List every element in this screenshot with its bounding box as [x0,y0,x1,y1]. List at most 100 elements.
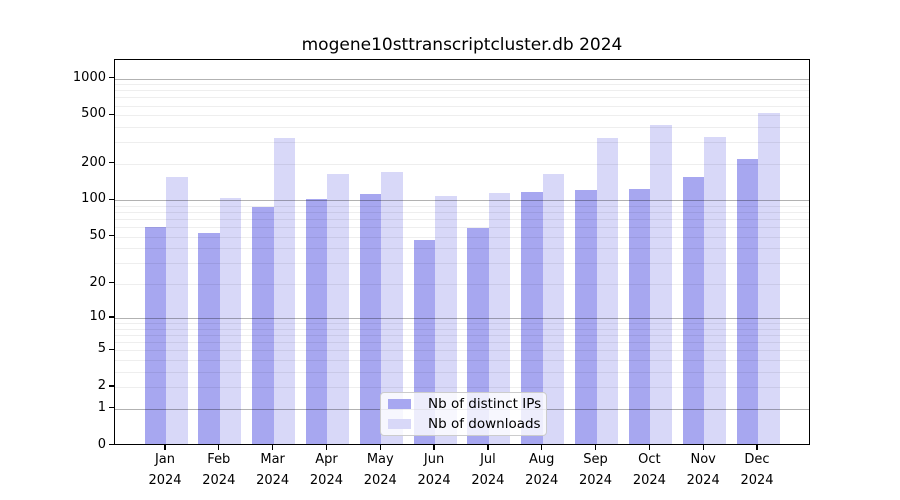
bar-ips-feb [198,232,220,444]
bar-ips-aug [521,192,543,444]
bar-ips-jan [144,226,166,444]
x-tick-label: Aug 2024 [525,452,559,488]
bar-downloads-feb [219,198,242,444]
x-tick [487,445,489,450]
y-tick [108,76,114,79]
gridline-minor [115,350,809,352]
gridline-minor [115,105,809,107]
gridline-minor [115,342,809,344]
y-tick-label: 0 [97,436,106,452]
y-tick-label: 1 [97,399,106,415]
plot-area [114,59,810,445]
bar-ips-dec [736,159,758,444]
gridline-minor [115,360,809,362]
x-tick [379,445,381,450]
x-tick [218,445,220,450]
legend-swatch-downloads [388,418,411,429]
y-tick-label: 200 [81,154,106,170]
gridline-minor [115,283,809,285]
gridline-minor [115,84,809,86]
x-tick-label: Feb 2024 [202,452,236,488]
legend-swatch-ips [388,399,411,410]
x-tick-label: Sep 2024 [578,452,613,488]
gridline-major [115,200,809,202]
bar-downloads-may [381,171,403,444]
gridline-minor [115,127,809,129]
gridline-minor [115,212,809,214]
y-tick [108,198,114,201]
bar-ips-oct [628,188,651,444]
legend-item-distinct-ips: Nb of distinct IPs [381,396,546,412]
bar-downloads-dec [758,113,780,444]
y-tick [108,407,114,409]
y-tick [108,113,114,115]
bar-downloads-oct [650,125,672,444]
gridline-minor [115,115,809,117]
x-tick-label: Nov 2024 [686,452,720,488]
x-tick [756,445,758,450]
x-tick [164,445,166,450]
bar-ips-nov [682,177,705,444]
legend-item-downloads: Nb of downloads [381,416,546,432]
gridline-minor [115,323,809,325]
x-tick-label: Jul 2024 [471,452,505,488]
bar-downloads-aug [542,173,565,444]
bar-ips-jul [467,227,489,444]
gridline-minor [115,205,809,207]
y-tick-label: 1000 [72,69,106,85]
x-tick [541,445,543,450]
x-tick-label: Apr 2024 [309,452,343,488]
gridline-minor [115,248,809,250]
gridline-minor [115,227,809,229]
x-tick-label: May 2024 [363,452,397,488]
legend-label-ips: Nb of distinct IPs [428,396,542,413]
chart-title: mogene10sttranscriptcluster.db 2024 [301,35,623,55]
bar-ips-sep [575,189,597,444]
legend: Nb of distinct IPs Nb of downloads [380,392,547,436]
x-tick [702,445,704,450]
gridline-major [115,78,809,80]
gridline-minor [115,219,809,221]
x-tick-label: Mar 2024 [256,452,290,488]
gridline-minor [115,335,809,337]
bar-downloads-mar [273,137,296,444]
gridline-minor [115,142,809,144]
gridline-major [115,318,809,320]
x-tick-label: Dec 2024 [740,452,774,488]
bar-downloads-apr [327,173,349,444]
y-tick-label: 100 [81,191,106,207]
gridline-minor [115,387,809,389]
y-tick [108,235,114,237]
x-tick [594,445,597,450]
x-tick [648,445,650,450]
bar-downloads-nov [704,136,726,444]
gridline-minor [115,328,809,330]
bar-ips-mar [252,206,274,444]
gridline-minor [115,90,809,92]
bar-downloads-jun [435,195,457,444]
y-tick [108,385,114,387]
y-tick-label: 2 [97,378,106,394]
y-tick-label: 20 [89,274,106,290]
bar-downloads-jul [488,193,511,444]
y-tick-label: 50 [89,227,106,243]
x-tick-label: Jun 2024 [417,452,451,488]
y-tick-label: 10 [89,309,106,325]
y-tick [108,443,114,446]
x-tick-label: Oct 2024 [632,452,666,488]
x-tick [433,445,435,450]
gridline-minor [115,163,809,165]
y-tick [108,316,114,318]
y-tick [108,162,114,164]
x-tick [271,445,274,450]
y-tick [108,348,114,350]
gridline-minor [115,97,809,99]
gridline-minor [115,371,809,373]
y-tick [108,282,114,284]
legend-label-downloads: Nb of downloads [428,415,541,432]
bar-downloads-sep [596,137,619,444]
bar-ips-may [359,194,382,444]
x-tick [325,445,328,450]
gridline-minor [115,263,809,265]
